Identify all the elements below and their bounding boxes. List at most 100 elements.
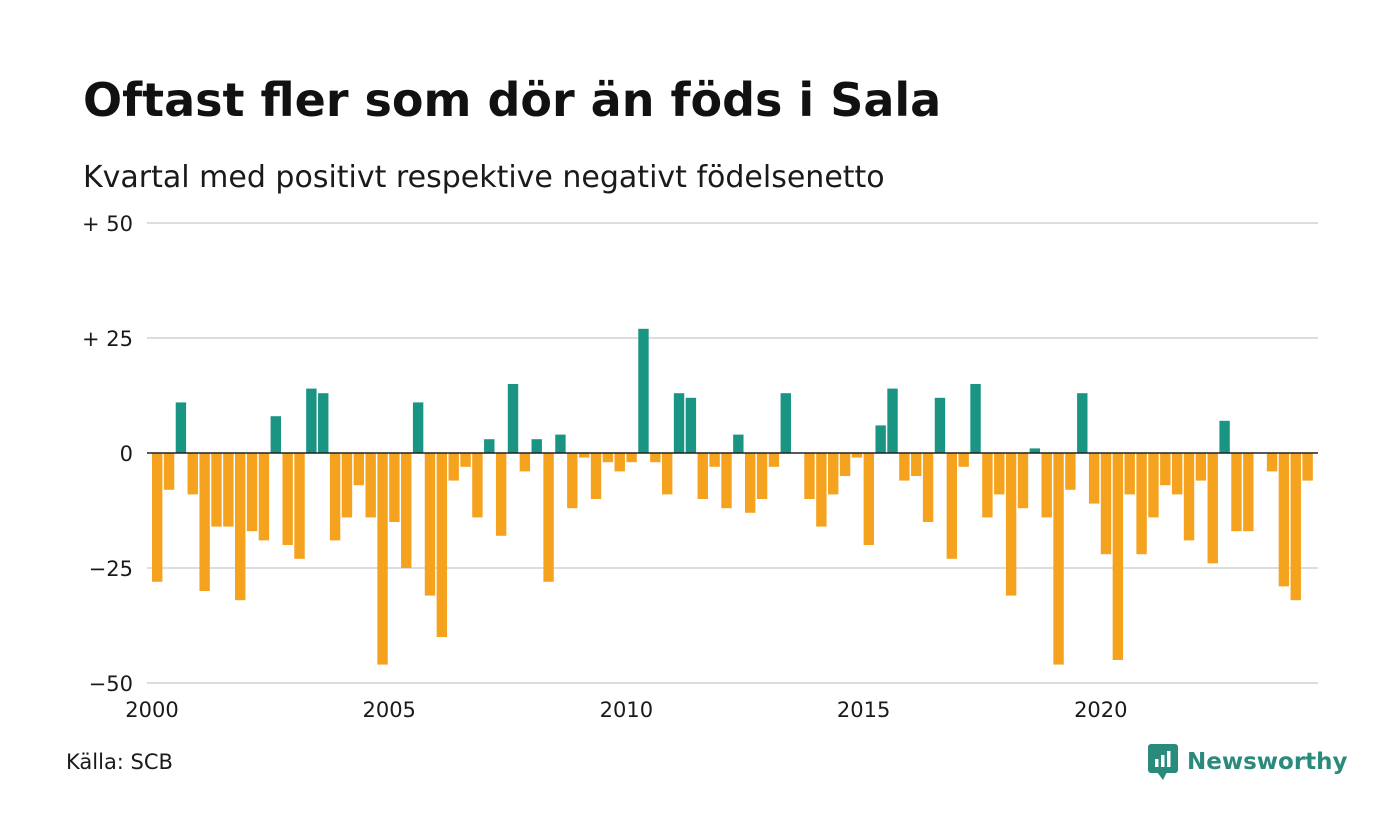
bar <box>1183 453 1195 541</box>
bar <box>1005 453 1017 596</box>
x-tick-label: 2010 <box>600 698 653 722</box>
bar <box>721 453 732 509</box>
bar <box>1065 453 1076 490</box>
y-axis-labels: + 50 + 25 0 −25 −50 <box>82 212 133 696</box>
bar <box>270 416 281 453</box>
bar <box>934 397 946 453</box>
bar <box>816 453 827 527</box>
bar <box>1112 453 1124 660</box>
bar <box>614 453 625 472</box>
bar <box>970 384 981 453</box>
bar <box>531 439 542 453</box>
bar <box>697 453 708 499</box>
bar <box>1290 453 1301 601</box>
bar <box>828 453 839 495</box>
bar <box>1053 453 1064 665</box>
bar <box>887 388 898 453</box>
bar <box>472 453 483 518</box>
bar <box>780 393 791 453</box>
bar <box>294 453 305 559</box>
bar <box>590 453 602 499</box>
bar <box>567 453 578 509</box>
bar <box>911 453 922 476</box>
bar <box>282 453 293 545</box>
bar <box>1207 453 1218 564</box>
bar <box>377 453 388 665</box>
bar <box>1077 393 1088 453</box>
bar <box>946 453 958 559</box>
bar <box>733 434 744 453</box>
bar-chart-logo-icon <box>1148 744 1178 780</box>
bar <box>1266 453 1278 472</box>
bar <box>152 453 163 582</box>
y-tick-label: + 50 <box>82 212 133 236</box>
x-axis-labels: 2000 2005 2010 2015 2020 <box>125 698 1127 722</box>
bar <box>389 453 400 522</box>
bar <box>436 453 448 637</box>
bar <box>1088 453 1100 504</box>
bar <box>235 453 246 601</box>
bar <box>199 453 210 591</box>
bar <box>341 453 353 518</box>
y-tick-label: −50 <box>89 672 133 696</box>
bar <box>626 453 637 463</box>
bar <box>768 453 780 467</box>
bar <box>602 453 614 463</box>
bar <box>1124 453 1135 495</box>
x-tick-label: 2015 <box>837 698 890 722</box>
bar <box>756 453 768 499</box>
bar <box>543 453 554 582</box>
bar <box>353 453 365 486</box>
bar <box>851 453 863 458</box>
bar <box>839 453 851 476</box>
bar <box>1278 453 1290 587</box>
chart-subtitle: Kvartal med positivt respektive negativt… <box>83 160 885 195</box>
x-tick-label: 2020 <box>1074 698 1127 722</box>
bar <box>187 453 198 495</box>
bar <box>460 453 471 467</box>
bar <box>578 453 590 458</box>
bar <box>306 388 317 453</box>
y-tick-label: + 25 <box>82 327 133 351</box>
source-label: Källa: SCB <box>66 750 173 774</box>
x-tick-label: 2000 <box>125 698 178 722</box>
bar <box>495 453 507 536</box>
bar <box>448 453 459 481</box>
bar <box>1041 453 1052 518</box>
bar <box>424 453 436 596</box>
bar <box>1171 453 1183 495</box>
bar <box>246 453 258 532</box>
bar <box>258 453 270 541</box>
bar <box>994 453 1005 495</box>
bar <box>1219 420 1230 453</box>
bar <box>1148 453 1159 518</box>
bar <box>1231 453 1242 532</box>
bar <box>1029 448 1041 453</box>
bar <box>982 453 993 518</box>
bar <box>1195 453 1207 481</box>
x-tick-label: 2005 <box>362 698 415 722</box>
bar <box>211 453 222 527</box>
bar <box>1017 453 1029 509</box>
bar <box>163 453 175 490</box>
bar <box>685 397 697 453</box>
bar <box>519 453 531 472</box>
bar <box>863 453 874 545</box>
y-tick-label: 0 <box>120 442 133 466</box>
bar <box>412 402 424 453</box>
bar <box>365 453 376 518</box>
bar <box>650 453 661 463</box>
bar <box>175 402 187 453</box>
bar <box>709 453 720 467</box>
bar <box>401 453 412 568</box>
bar <box>673 393 685 453</box>
brand-name: Newsworthy <box>1187 749 1348 775</box>
bar <box>1136 453 1147 555</box>
bar <box>922 453 934 522</box>
bars <box>152 328 1313 665</box>
bar <box>1302 453 1313 481</box>
bar <box>875 425 886 453</box>
bar <box>507 384 519 453</box>
bar <box>899 453 910 481</box>
